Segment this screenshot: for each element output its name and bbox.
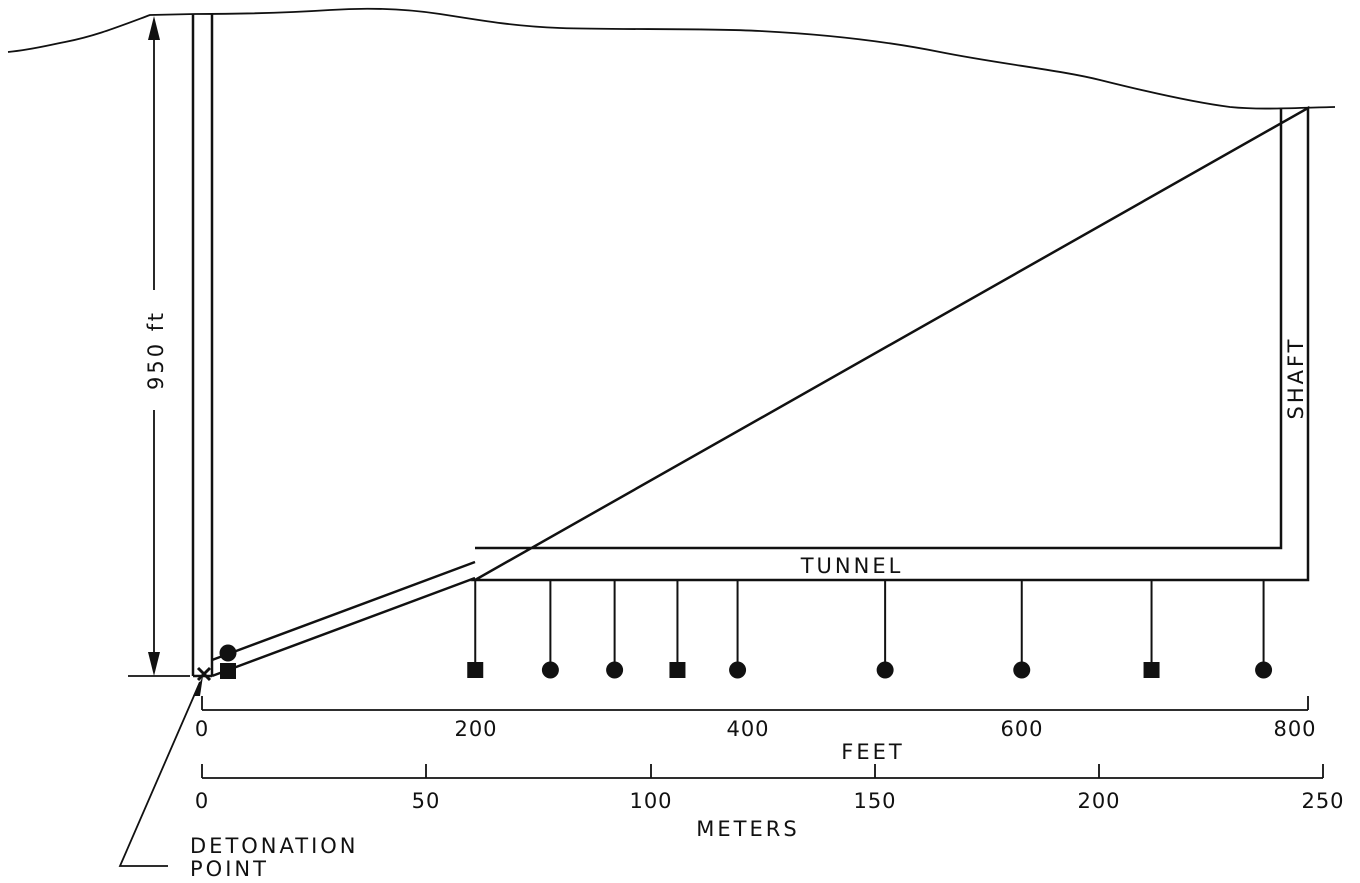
meters-tick-0: 0 bbox=[195, 789, 209, 813]
detonation-label-line1: DETONATION bbox=[190, 834, 359, 858]
detonation-point-leader bbox=[118, 681, 201, 867]
gauge-stations bbox=[219, 580, 1273, 679]
meters-axis-title: METERS bbox=[696, 817, 799, 841]
feet-axis-title: FEET bbox=[841, 740, 904, 764]
feet-scale: 0 200 400 600 800 FEET bbox=[195, 696, 1316, 764]
gauge-circle-icon bbox=[1013, 661, 1031, 679]
tunnel-label: TUNNEL bbox=[800, 554, 904, 578]
gauge-square-icon bbox=[669, 662, 686, 678]
meters-tick-250: 250 bbox=[1301, 789, 1344, 813]
shaft-label: SHAFT bbox=[1284, 336, 1308, 419]
meters-tick-200: 200 bbox=[1077, 789, 1120, 813]
gauge-circle-icon bbox=[606, 661, 624, 679]
gauge-circle-icon bbox=[1255, 661, 1273, 679]
feet-tick-0: 0 bbox=[195, 717, 209, 741]
drift-upper-wall bbox=[211, 560, 476, 662]
depth-label: 950 ft bbox=[144, 310, 168, 390]
feet-tick-200: 200 bbox=[454, 717, 497, 741]
tunnel-and-shaft-outline bbox=[470, 105, 1310, 582]
depth-dimension: 950 ft bbox=[128, 16, 190, 677]
gauge-circle-icon bbox=[541, 661, 559, 679]
feet-tick-800: 800 bbox=[1273, 717, 1316, 741]
meters-tick-150: 150 bbox=[853, 789, 896, 813]
meters-tick-50: 50 bbox=[412, 789, 441, 813]
meters-scale: 0 50 100 150 200 250 METERS bbox=[195, 764, 1344, 841]
gauge-square-icon bbox=[220, 663, 236, 679]
detonation-label-line2: POINT bbox=[190, 857, 269, 881]
gauge-square-icon bbox=[467, 662, 484, 678]
gauge-square-icon bbox=[1143, 662, 1160, 678]
gauge-circle-icon bbox=[876, 661, 894, 679]
feet-tick-400: 400 bbox=[726, 717, 769, 741]
drift-lower-wall bbox=[211, 576, 476, 678]
gauge-circle-icon bbox=[219, 644, 237, 662]
ground-surface-line bbox=[7, 7, 1336, 110]
gauge-circle-icon bbox=[729, 661, 747, 679]
detonation-point-x-icon bbox=[196, 666, 212, 682]
feet-tick-600: 600 bbox=[1000, 717, 1043, 741]
meters-tick-100: 100 bbox=[629, 789, 672, 813]
